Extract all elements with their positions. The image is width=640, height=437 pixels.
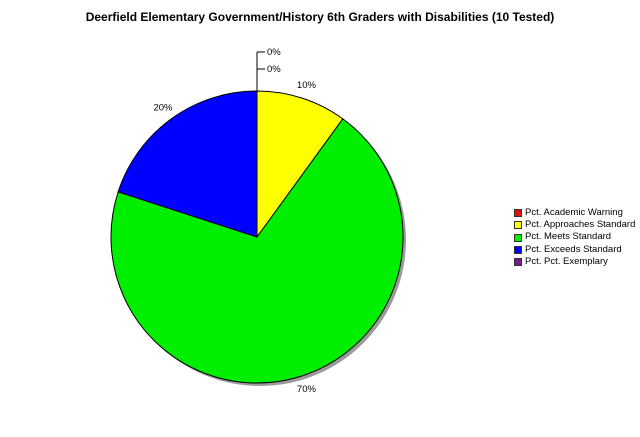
legend-label: Pct. Academic Warning bbox=[525, 207, 623, 218]
pie-slice bbox=[110, 118, 404, 384]
legend-swatch bbox=[514, 221, 522, 230]
legend-item: Pct. Exceeds Standard bbox=[514, 244, 635, 256]
slice-label: 70% bbox=[297, 384, 317, 395]
legend-swatch bbox=[514, 257, 522, 266]
slice-label: 0% bbox=[267, 64, 281, 75]
legend-label: Pct. Exceeds Standard bbox=[525, 243, 622, 255]
pie-slice bbox=[256, 90, 344, 239]
legend-item: Pct. Approaches Standard bbox=[514, 219, 635, 231]
legend-item: Pct. Pct. Exemplary bbox=[514, 256, 635, 268]
slice-label: 20% bbox=[153, 103, 173, 114]
legend-label: Pct. Approaches Standard bbox=[525, 219, 636, 231]
legend-item: Pct. Academic Warning bbox=[514, 207, 635, 219]
legend-label: Pct. Meets Standard bbox=[525, 231, 612, 243]
pie-slice bbox=[117, 90, 258, 238]
legend-label: Pct. Pct. Exemplary bbox=[525, 255, 608, 267]
legend-item: Pct. Meets Standard bbox=[514, 231, 635, 243]
legend-swatch bbox=[514, 233, 522, 242]
legend-swatch bbox=[514, 209, 522, 218]
slice-label: 10% bbox=[297, 80, 317, 91]
slice-label: 0% bbox=[267, 47, 281, 58]
legend-swatch bbox=[514, 245, 522, 254]
chart-title: Deerfield Elementary Government/History … bbox=[85, 10, 555, 24]
legend: Pct. Academic Warning Pct. Approaches Sta… bbox=[514, 207, 635, 268]
